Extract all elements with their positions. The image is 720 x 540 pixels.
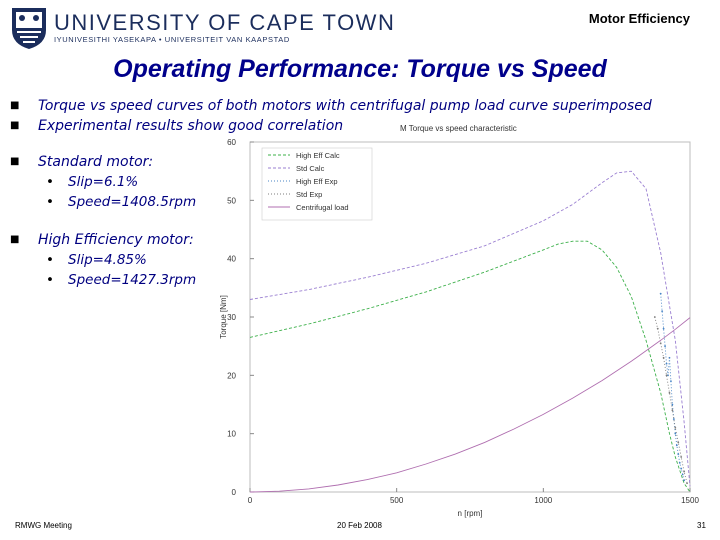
crest-icon [12, 8, 46, 49]
data-point [671, 403, 674, 406]
bullet-text: Torque vs speed curves of both motors wi… [38, 98, 652, 114]
data-point [659, 292, 662, 295]
data-point [662, 356, 665, 359]
data-point [680, 467, 683, 470]
legend-label: Std Exp [296, 190, 322, 199]
data-point [674, 426, 677, 429]
data-point [677, 441, 680, 444]
footer-page-number: 31 [697, 521, 706, 530]
y-tick-label: 20 [227, 371, 236, 380]
bullet-marker-icon: ■ [10, 100, 20, 111]
bullet-text: Standard motor: [38, 154, 154, 170]
y-tick-label: 60 [227, 138, 236, 147]
slide-topic: Motor Efficiency [588, 11, 690, 26]
bullet-text: High Efficiency motor: [38, 232, 194, 248]
x-tick-label: 500 [390, 496, 404, 505]
sub-bullet-text: Speed=1408.5rpm [68, 194, 197, 210]
data-point [681, 473, 684, 476]
data-point [683, 470, 686, 473]
data-point [674, 432, 677, 435]
bullet-marker-icon: ■ [10, 120, 20, 131]
y-tick-label: 40 [227, 255, 236, 264]
legend-label: High Eff Exp [296, 177, 338, 186]
data-point [675, 444, 678, 447]
data-point [670, 380, 672, 383]
series-line [249, 240, 691, 493]
data-point [683, 479, 686, 482]
data-point [680, 456, 683, 458]
x-tick-label: 1500 [681, 496, 699, 505]
x-axis-label: n [rpm] [458, 509, 483, 518]
data-point [665, 362, 668, 365]
institution-subtitle: IYUNIVESITHI YASEKAPA • UNIVERSITEIT VAN… [54, 35, 290, 44]
y-tick-label: 50 [227, 196, 236, 205]
sub-bullet-text: Speed=1427.3rpm [68, 272, 197, 288]
sub-bullet-dot-icon: • [46, 174, 54, 190]
x-tick-label: 1000 [534, 496, 552, 505]
data-point [665, 374, 668, 377]
y-tick-label: 30 [227, 313, 236, 322]
series-line [660, 293, 685, 481]
institution-name: UNIVERSITY OF CAPE TOWN [54, 10, 396, 35]
data-point [664, 345, 666, 348]
footer-date: 20 Feb 2008 [337, 521, 382, 530]
data-point [659, 342, 662, 345]
data-point [668, 356, 671, 359]
chart-title: M Torque vs speed characteristic [400, 124, 517, 133]
sub-bullet-text: Slip=6.1% [68, 174, 139, 190]
data-point [671, 409, 674, 412]
data-point [677, 453, 680, 455]
university-logo [12, 8, 46, 49]
sub-bullet-dot-icon: • [46, 252, 54, 268]
y-tick-label: 10 [227, 430, 236, 439]
series-line [249, 170, 691, 487]
data-point [667, 374, 669, 377]
y-tick-label: 0 [232, 488, 237, 497]
legend-label: Std Calc [296, 164, 325, 173]
legend-label: High Eff Calc [296, 151, 340, 160]
data-point [656, 327, 659, 330]
sub-bullet-dot-icon: • [46, 272, 54, 288]
data-point [678, 461, 681, 464]
legend-box [261, 147, 373, 221]
bullet-marker-icon: ■ [10, 156, 20, 167]
data-point [661, 310, 664, 313]
slide-title: Operating Performance: Torque vs Speed [113, 55, 607, 83]
data-point [668, 391, 671, 394]
data-point [672, 418, 675, 420]
bullet-marker-icon: ■ [10, 234, 20, 245]
sub-bullet-text: Slip=4.85% [68, 252, 147, 268]
data-point [686, 482, 688, 485]
bullet-text: Experimental results show good correlati… [38, 118, 344, 134]
sub-bullet-dot-icon: • [46, 194, 54, 210]
data-point [653, 316, 656, 318]
data-point [662, 327, 665, 330]
footer-meeting: RMWG Meeting [15, 521, 72, 530]
legend-label: Centrifugal load [296, 203, 349, 212]
y-axis-label: Torque [Nm] [219, 295, 228, 339]
x-tick-label: 0 [248, 496, 253, 505]
torque-speed-chart: M Torque vs speed characteristic 0 10 20 30 4… [219, 124, 699, 518]
series-line [249, 317, 691, 493]
